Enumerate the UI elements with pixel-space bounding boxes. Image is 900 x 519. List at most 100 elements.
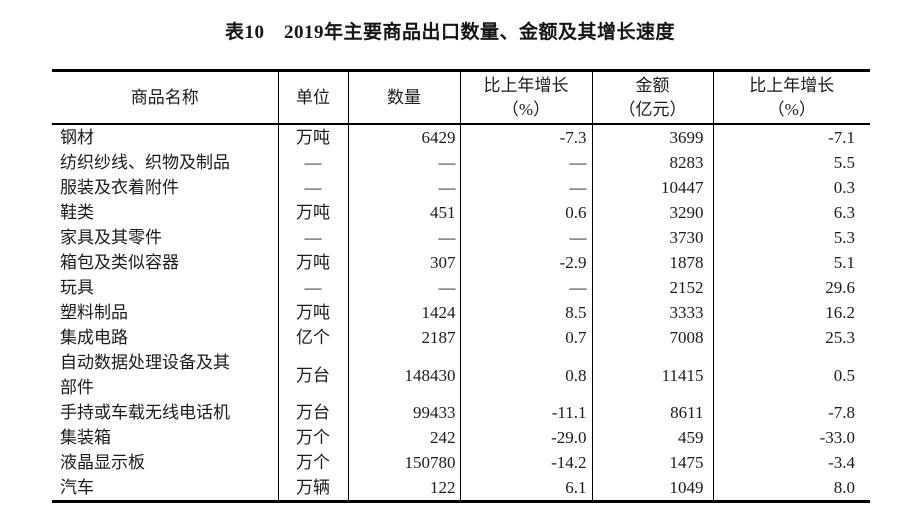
value-cell: 10447 <box>591 175 713 200</box>
table-title: 表10 2019年主要商品出口数量、金额及其增长速度 <box>224 22 675 43</box>
quantity-cell: 307 <box>347 250 460 275</box>
col-header-value-growth: 比上年增长 （%） <box>712 70 870 125</box>
col-header-label: 金额 <box>635 75 670 95</box>
table-row: 液晶显示板 万个 150780 -14.2 1475 -3.4 <box>52 450 870 475</box>
unit-cell: 万个 <box>277 425 348 450</box>
value-cell: 2152 <box>591 275 713 300</box>
table-header: 商品名称 单位 数量 比上年增长 （%） 金额 （亿元） <box>52 70 870 125</box>
value-cell: 459 <box>591 425 713 450</box>
value-cell: 3333 <box>591 300 713 325</box>
quantity-growth-cell: 8.5 <box>459 300 592 325</box>
unit-cell: 万台 <box>277 350 348 400</box>
col-header-sublabel: （亿元） <box>618 99 687 119</box>
value-growth-cell: 6.3 <box>712 200 870 225</box>
commodity-name: 自动数据处理设备及其 部件 <box>60 353 230 397</box>
unit-cell: 万个 <box>277 450 348 475</box>
table-body: 钢材 万吨 6429 -7.3 3699 -7.1 纺织纱线、织物及制品 — —… <box>52 124 870 502</box>
quantity-cell: — <box>347 150 460 175</box>
unit-cell: — <box>277 275 348 300</box>
quantity-cell: — <box>347 225 460 250</box>
quantity-growth-cell: — <box>459 175 592 200</box>
commodity-name: 服装及衣着附件 <box>60 178 179 197</box>
commodity-name: 集成电路 <box>60 328 128 347</box>
col-header-sublabel: （%） <box>767 99 816 119</box>
quantity-cell: 6429 <box>347 124 460 150</box>
quantity-growth-cell: — <box>459 150 592 175</box>
commodity-name: 塑料制品 <box>60 303 128 322</box>
unit-cell: 万台 <box>277 400 348 425</box>
value-cell: 1878 <box>591 250 713 275</box>
value-cell: 3290 <box>591 200 713 225</box>
col-header-unit: 单位 <box>277 70 348 125</box>
quantity-cell: — <box>347 175 460 200</box>
table-row: 纺织纱线、织物及制品 — — — 8283 5.5 <box>52 150 870 175</box>
quantity-growth-cell: -11.1 <box>459 400 592 425</box>
commodity-name: 集装箱 <box>60 428 111 447</box>
value-cell: 7008 <box>591 325 713 350</box>
table-row: 箱包及类似容器 万吨 307 -2.9 1878 5.1 <box>52 250 870 275</box>
quantity-cell: 1424 <box>347 300 460 325</box>
commodity-name: 手持或车载无线电话机 <box>60 403 230 422</box>
table-row: 塑料制品 万吨 1424 8.5 3333 16.2 <box>52 300 870 325</box>
col-header-label: 数量 <box>387 87 421 107</box>
col-header-quantity: 数量 <box>347 70 460 125</box>
col-header-sublabel: （%） <box>501 99 551 119</box>
value-cell: 8611 <box>591 400 713 425</box>
commodity-name: 玩具 <box>60 278 94 297</box>
col-header-value: 金额 （亿元） <box>591 70 713 125</box>
table-row: 家具及其零件 — — — 3730 5.3 <box>52 225 870 250</box>
value-growth-cell: 5.3 <box>712 225 870 250</box>
commodity-name: 纺织纱线、织物及制品 <box>60 153 230 172</box>
value-cell: 1049 <box>591 475 713 502</box>
quantity-cell: 122 <box>347 475 460 502</box>
quantity-growth-cell: 0.8 <box>459 350 592 400</box>
col-header-label: 比上年增长 <box>749 75 835 95</box>
col-header-label: 比上年增长 <box>483 75 569 95</box>
value-growth-cell: 8.0 <box>712 475 870 502</box>
table-row: 集装箱 万个 242 -29.0 459 -33.0 <box>52 425 870 450</box>
commodity-name: 家具及其零件 <box>60 228 162 247</box>
quantity-growth-cell: — <box>459 225 592 250</box>
unit-cell: — <box>277 225 348 250</box>
col-header-quantity-growth: 比上年增长 （%） <box>459 70 592 125</box>
value-cell: 3699 <box>591 124 713 150</box>
unit-cell: — <box>277 175 348 200</box>
quantity-growth-cell: 6.1 <box>459 475 592 502</box>
table-row: 手持或车载无线电话机 万台 99433 -11.1 8611 -7.8 <box>52 400 870 425</box>
value-cell: 3730 <box>591 225 713 250</box>
value-cell: 8283 <box>591 150 713 175</box>
quantity-cell: — <box>347 275 460 300</box>
value-growth-cell: 5.1 <box>712 250 870 275</box>
header-row: 商品名称 单位 数量 比上年增长 （%） 金额 （亿元） <box>52 70 870 125</box>
value-growth-cell: -33.0 <box>712 425 870 450</box>
unit-cell: 万吨 <box>277 124 348 150</box>
commodity-name: 液晶显示板 <box>60 453 145 472</box>
table-row: 服装及衣着附件 — — — 10447 0.3 <box>52 175 870 200</box>
table-row: 鞋类 万吨 451 0.6 3290 6.3 <box>52 200 870 225</box>
table-row: 玩具 — — — 2152 29.6 <box>52 275 870 300</box>
quantity-growth-cell: 0.7 <box>459 325 592 350</box>
value-growth-cell: 25.3 <box>712 325 870 350</box>
value-growth-cell: -7.1 <box>712 124 870 150</box>
unit-cell: 万吨 <box>277 300 348 325</box>
value-growth-cell: 5.5 <box>712 150 870 175</box>
unit-cell: 万辆 <box>277 475 348 502</box>
table-row: 汽车 万辆 122 6.1 1049 8.0 <box>52 475 870 502</box>
col-header-commodity: 商品名称 <box>52 70 278 125</box>
quantity-growth-cell: -29.0 <box>459 425 592 450</box>
value-cell: 1475 <box>591 450 713 475</box>
export-commodities-table: 商品名称 单位 数量 比上年增长 （%） 金额 （亿元） <box>52 69 870 503</box>
commodity-name: 汽车 <box>60 478 94 497</box>
quantity-growth-cell: -2.9 <box>459 250 592 275</box>
value-cell: 11415 <box>591 350 713 400</box>
quantity-cell: 451 <box>347 200 460 225</box>
unit-cell: 亿个 <box>277 325 348 350</box>
unit-cell: — <box>277 150 348 175</box>
unit-cell: 万吨 <box>277 250 348 275</box>
value-growth-cell: -3.4 <box>712 450 870 475</box>
quantity-growth-cell: — <box>459 275 592 300</box>
commodity-name: 箱包及类似容器 <box>60 253 179 272</box>
table-row: 集成电路 亿个 2187 0.7 7008 25.3 <box>52 325 870 350</box>
col-header-label: 单位 <box>296 87 330 107</box>
quantity-cell: 99433 <box>347 400 460 425</box>
